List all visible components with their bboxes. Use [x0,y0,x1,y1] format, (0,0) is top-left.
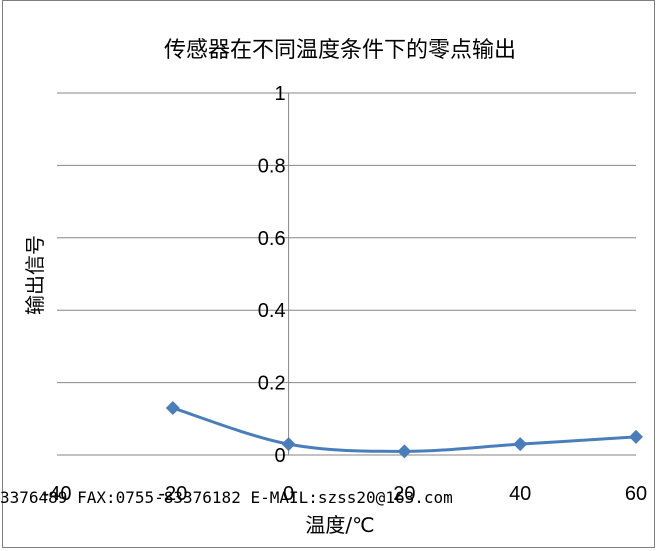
x-axis-label: 温度/℃ [305,513,374,537]
data-point-marker [629,429,643,444]
x-tick-label: 40 [509,483,531,505]
data-point-marker [513,437,528,452]
x-tick-label: -40 [43,483,72,505]
y-tick-label: 0.8 [258,155,286,177]
x-tick-label: -20 [158,483,187,505]
data-point-marker [165,400,180,415]
x-tick-label: 0 [283,483,294,505]
x-tick-label: 20 [393,483,415,505]
x-tick-labels: -40 -20 0 20 40 60 [43,483,648,505]
x-tick-label: 60 [625,483,647,505]
y-tick-label: 1 [274,83,285,105]
y-tick-label: 0.2 [258,373,286,395]
series [165,400,643,459]
y-tick-label: 0.6 [258,228,286,250]
footer-contact-text: 3376489 FAX:0755-83376182 E-MAIL:szss20@… [0,488,453,507]
y-tick-label: 0 [274,445,285,467]
y-axis-label: 输出信号 [23,235,47,315]
gridlines [57,92,636,456]
chart-title: 传感器在不同温度条件下的零点输出 [164,38,516,63]
y-tick-label: 0.4 [258,300,286,322]
data-point-marker [281,437,296,452]
data-point-marker [397,444,412,459]
y-tick-labels: 0 0.2 0.4 0.6 0.8 1 [258,83,286,467]
